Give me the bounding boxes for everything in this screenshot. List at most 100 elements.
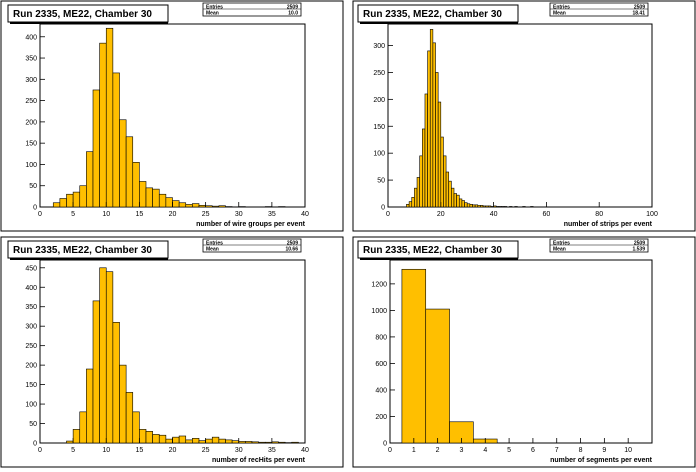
histogram-bars: [66, 267, 299, 444]
histogram-bar: [112, 72, 120, 208]
histogram-bar: [145, 187, 153, 208]
y-tick-label: 1200: [371, 281, 387, 288]
y-tick-label: 1000: [371, 308, 387, 315]
y-tick-label: 0: [383, 441, 387, 448]
x-tick-label: 0: [386, 211, 390, 218]
y-tick-label: 300: [25, 77, 37, 84]
histogram-bar: [480, 205, 484, 208]
histogram-bar: [72, 429, 81, 444]
y-tick-label: 0: [381, 205, 385, 212]
histogram-bar: [530, 206, 534, 208]
x-axis-ticks: 0 5 10 15 20 25 30 35 40: [38, 202, 309, 218]
histogram-bar: [66, 440, 74, 444]
histogram-bar: [165, 197, 173, 208]
histogram-bar: [422, 128, 426, 208]
histogram-bar: [211, 205, 220, 208]
histogram-bar: [469, 204, 473, 208]
histogram-bar: [185, 439, 193, 444]
histogram-bar: [251, 441, 259, 444]
histogram-bar: [185, 204, 193, 208]
y-tick-label: 250: [25, 98, 37, 105]
y-tick-label: 150: [373, 124, 385, 131]
x-tick-label: 20: [169, 447, 177, 454]
histogram-bar: [440, 136, 444, 208]
plot-area: [39, 23, 306, 208]
stats-mean-label: Mean: [553, 247, 566, 253]
histogram-bar: [453, 193, 457, 208]
histogram-bar: [425, 308, 450, 444]
stats-mean-value: 10.66: [285, 247, 298, 253]
y-tick-label: 250: [25, 343, 37, 350]
histogram-bar: [119, 364, 127, 444]
histogram-bars: [406, 29, 534, 208]
histogram-bar: [464, 202, 468, 208]
histogram-bar: [211, 436, 220, 444]
histogram-bar: [218, 438, 226, 444]
histogram-bar: [86, 151, 94, 208]
histogram-bar: [192, 438, 200, 444]
stats-box: Entries 2509 Mean 10.66: [202, 238, 302, 253]
histogram-bar: [401, 268, 427, 444]
x-tick-label: 7: [555, 447, 559, 454]
histogram-bar: [119, 119, 127, 208]
histogram-bar: [437, 101, 442, 208]
stats-entries-value: 2509: [634, 5, 645, 11]
histogram-bar: [132, 162, 140, 208]
y-tick-label: 0: [33, 441, 37, 448]
histogram-bar: [278, 441, 286, 444]
x-tick-label: 6: [531, 447, 535, 454]
y-tick-label: 0: [33, 205, 37, 212]
histogram-bar: [231, 440, 240, 444]
stats-box: Entries 2509 Mean 18.41: [549, 2, 649, 17]
histogram-bar: [411, 197, 415, 208]
y-tick-label: 400: [375, 387, 387, 394]
stats-mean-label: Mean: [553, 11, 566, 17]
x-tick-label: 15: [135, 447, 143, 454]
stats-mean-label: Mean: [206, 11, 219, 17]
histogram-bar: [225, 439, 233, 444]
x-axis-label: number of segments per event: [550, 457, 653, 464]
histogram-bar: [172, 200, 180, 208]
histogram-bar: [72, 191, 81, 208]
x-tick-label: 1: [412, 447, 416, 454]
x-tick-label: 4: [483, 447, 487, 454]
x-axis-ticks: 0 20 40 60 80 100: [386, 202, 658, 218]
histogram-bar: [503, 206, 508, 208]
histogram-bar: [132, 411, 140, 444]
title-box-shadow: [10, 258, 168, 260]
x-tick-label: 5: [71, 211, 75, 218]
y-tick-label: 350: [25, 304, 37, 311]
histogram-bar: [238, 441, 246, 444]
x-axis-label: number of wire groups per event: [196, 221, 306, 228]
x-tick-label: 20: [437, 211, 445, 218]
histogram-bar: [139, 429, 147, 444]
y-tick-label: 450: [25, 265, 37, 272]
panel-title: Run 2335, ME22, Chamber 30: [363, 245, 502, 256]
x-axis-ticks: 0 5 10 15 20 25 30 35 40: [38, 438, 309, 454]
y-tick-label: 50: [29, 421, 37, 428]
x-tick-label: 10: [102, 211, 110, 218]
histogram-bar: [514, 206, 518, 208]
histogram-bar: [472, 204, 476, 208]
histogram-bar: [145, 431, 153, 444]
histogram-bar: [406, 204, 410, 208]
histogram-bar: [92, 300, 100, 444]
histogram-bar: [205, 205, 213, 208]
x-tick-label: 3: [460, 447, 464, 454]
stats-entries-label: Entries: [553, 241, 570, 247]
histogram-bar: [461, 200, 465, 208]
x-tick-label: 60: [543, 211, 551, 218]
x-tick-label: 40: [490, 211, 498, 218]
histogram-bar: [112, 321, 120, 444]
histogram-bar: [218, 205, 226, 208]
histogram-bar: [258, 441, 266, 444]
title-box-shadow: [10, 22, 168, 24]
stats-mean-value: 18.41: [632, 11, 645, 17]
y-tick-label: 350: [25, 56, 37, 63]
histogram-bar: [466, 203, 471, 208]
histogram-bar: [192, 203, 200, 208]
histogram-bar: [66, 193, 74, 208]
histogram-bar: [429, 29, 434, 208]
y-tick-label: 800: [375, 334, 387, 341]
x-tick-label: 100: [646, 211, 658, 218]
